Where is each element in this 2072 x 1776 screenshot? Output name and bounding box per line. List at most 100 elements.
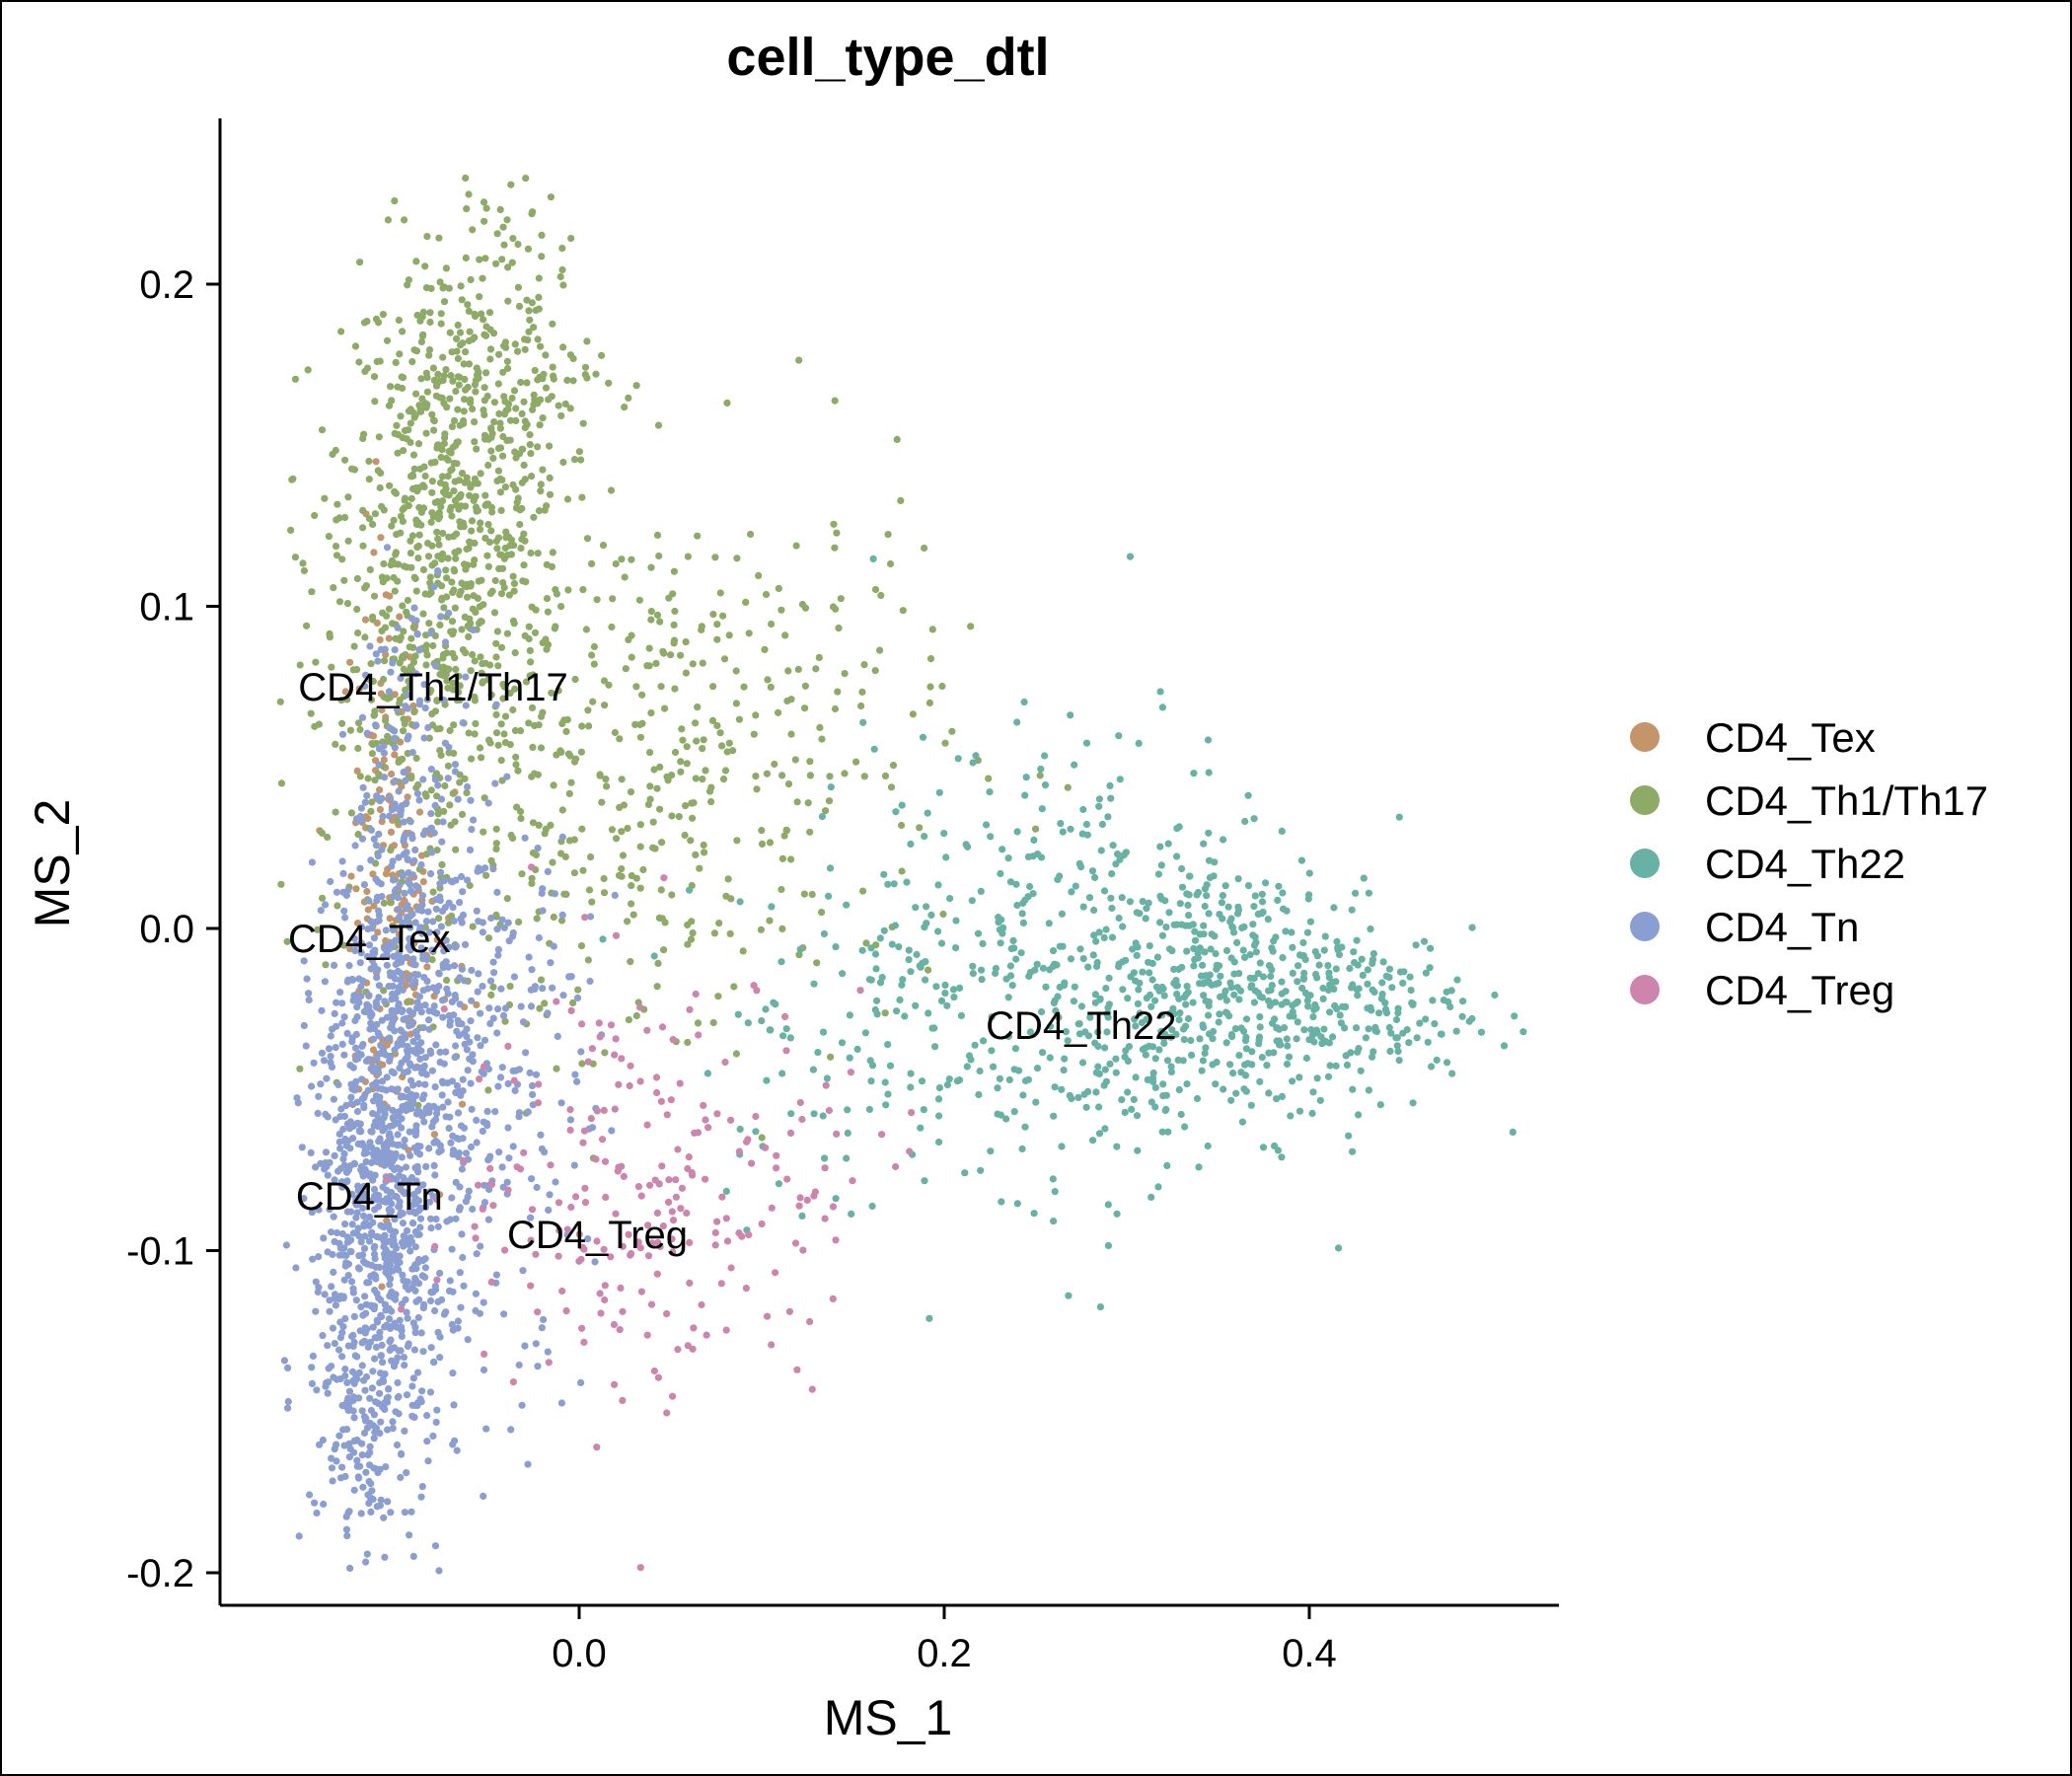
data-point <box>411 1131 419 1139</box>
data-point <box>1062 1028 1070 1036</box>
data-point <box>611 728 620 737</box>
data-point <box>492 825 500 833</box>
data-point <box>462 174 470 183</box>
data-point <box>1279 889 1287 897</box>
data-point <box>1019 919 1027 927</box>
data-point <box>369 1046 378 1054</box>
data-point <box>1358 955 1366 963</box>
data-point <box>547 1161 555 1169</box>
data-point <box>438 997 447 1004</box>
x-axis-title: MS_1 <box>824 1690 953 1745</box>
data-point <box>696 864 703 872</box>
data-point <box>350 1379 358 1387</box>
data-point <box>571 1071 579 1078</box>
data-point <box>922 958 929 966</box>
data-point <box>1074 1093 1082 1101</box>
data-point <box>505 591 514 599</box>
data-point <box>412 1122 420 1130</box>
data-point <box>784 780 793 788</box>
data-point <box>552 623 559 630</box>
data-point <box>1388 984 1396 992</box>
data-point <box>358 1042 366 1050</box>
data-point <box>653 531 662 540</box>
data-point <box>329 1477 336 1485</box>
data-point <box>424 908 432 916</box>
data-point <box>1106 1060 1114 1068</box>
data-point <box>547 959 555 967</box>
data-point <box>363 887 371 896</box>
data-point <box>321 1291 329 1298</box>
data-point <box>441 434 449 442</box>
data-point <box>477 653 484 661</box>
data-point <box>429 1432 437 1440</box>
data-point <box>367 918 375 925</box>
data-point <box>675 813 683 821</box>
data-point <box>381 944 389 952</box>
data-point <box>653 1209 662 1217</box>
data-point <box>1119 986 1127 994</box>
data-point <box>1278 1153 1286 1161</box>
data-point <box>471 693 479 702</box>
data-point <box>632 1011 640 1020</box>
data-point <box>333 902 341 910</box>
data-point <box>418 892 426 900</box>
data-point <box>372 721 380 729</box>
data-point <box>700 736 707 744</box>
data-point <box>829 1295 837 1302</box>
data-point <box>394 894 402 902</box>
data-point <box>396 1198 404 1206</box>
data-point <box>361 367 369 375</box>
data-point <box>436 880 444 888</box>
data-point <box>448 1320 456 1328</box>
data-point <box>1187 1036 1195 1045</box>
data-point <box>1070 998 1077 1005</box>
data-point <box>396 913 404 922</box>
data-point <box>445 749 453 757</box>
data-point <box>471 657 479 665</box>
data-point <box>326 629 333 638</box>
data-point <box>499 695 507 703</box>
data-point <box>1335 1244 1343 1252</box>
data-point <box>775 584 782 593</box>
data-point <box>346 1564 354 1572</box>
data-point <box>1076 945 1084 953</box>
data-point <box>1147 1098 1155 1106</box>
data-point <box>399 602 407 610</box>
data-point <box>853 1045 861 1053</box>
data-point <box>328 1454 335 1462</box>
data-point <box>446 506 454 514</box>
data-point <box>636 1077 644 1085</box>
data-point <box>423 1438 431 1445</box>
data-point <box>1235 996 1243 1003</box>
data-point <box>324 1113 332 1121</box>
data-point <box>496 444 505 452</box>
data-point <box>436 1354 444 1362</box>
data-point <box>532 1340 540 1348</box>
data-point <box>618 776 626 783</box>
data-point <box>928 626 936 633</box>
data-point <box>510 542 518 550</box>
data-point <box>288 476 296 483</box>
data-point <box>1101 1125 1109 1133</box>
data-point <box>1178 883 1187 891</box>
data-point <box>388 990 397 999</box>
data-point <box>376 805 384 814</box>
data-point <box>1200 930 1208 938</box>
data-point <box>357 949 365 957</box>
data-point <box>1422 969 1430 977</box>
x-tick-label: 0.0 <box>552 1632 607 1675</box>
data-point <box>413 789 421 797</box>
data-point <box>538 1324 546 1332</box>
data-point <box>572 1193 580 1201</box>
data-point <box>437 453 445 462</box>
data-point <box>761 645 769 654</box>
data-point <box>473 1000 481 1009</box>
data-point <box>384 1152 392 1160</box>
data-point <box>669 1392 677 1400</box>
data-point <box>459 1075 467 1083</box>
data-point <box>1133 951 1141 960</box>
data-point <box>427 810 435 818</box>
data-point <box>542 635 550 643</box>
data-point <box>861 1029 870 1037</box>
data-point <box>375 1191 383 1200</box>
